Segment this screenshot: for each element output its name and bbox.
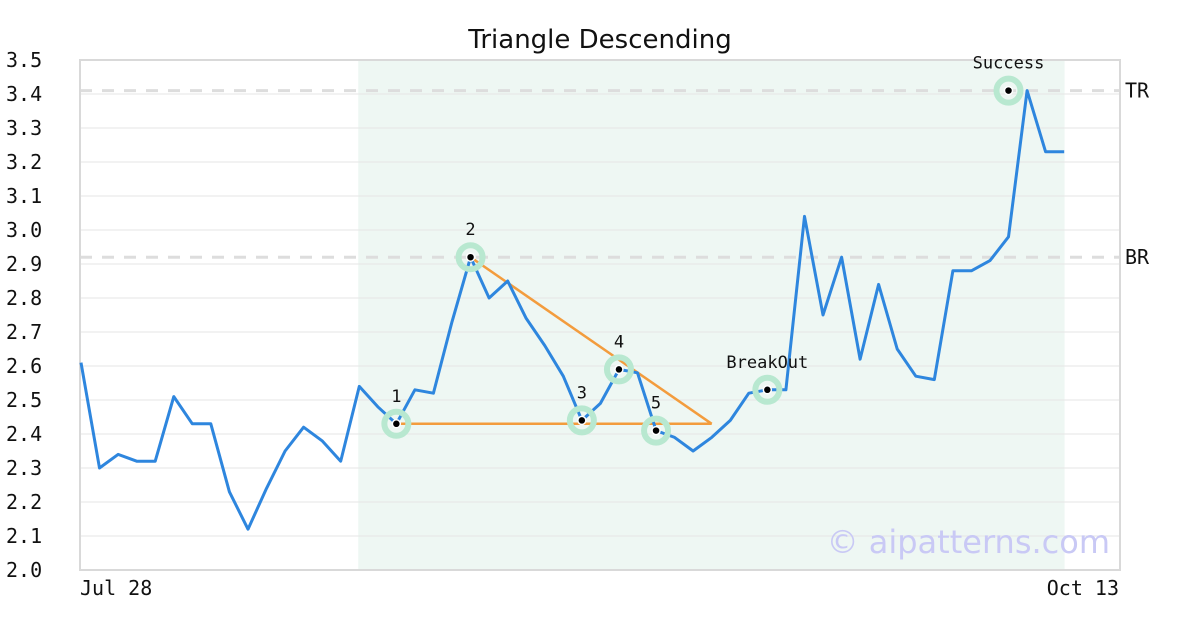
pattern-point-3: 3 — [566, 383, 597, 436]
point-dot — [1003, 85, 1014, 96]
y-tick-label: 2.8 — [6, 286, 42, 310]
x-tick-label: Oct 13 — [1047, 576, 1119, 600]
point-halo — [455, 242, 486, 273]
point-dot — [614, 364, 624, 375]
pattern-point-breakout: BreakOut — [726, 353, 808, 405]
point-label: 2 — [465, 220, 475, 240]
pattern-point-1: 1 — [381, 387, 412, 439]
y-tick-label: 2.1 — [6, 524, 42, 548]
pattern-point-2: 2 — [455, 220, 486, 273]
y-tick-label: 3.0 — [6, 218, 42, 242]
point-label: 1 — [391, 387, 401, 407]
point-halo — [993, 75, 1024, 106]
level-lines: TR BR — [80, 79, 1150, 269]
pattern-region — [358, 60, 1065, 570]
y-tick-label: 3.5 — [6, 48, 42, 72]
point-halo — [603, 354, 634, 385]
point-halo — [641, 415, 672, 446]
point-label: 5 — [651, 394, 661, 414]
point-label: 3 — [577, 383, 587, 403]
point-dot — [577, 415, 587, 426]
y-tick-label: 3.1 — [6, 184, 42, 208]
y-axis-ticks: 2.0 2.1 2.2 2.3 2.4 2.5 2.6 2.7 2.8 2.9 3.0 3.1 3.2 3… — [6, 48, 42, 582]
y-tick-label: 2.9 — [6, 252, 42, 276]
level-label-tr: TR — [1125, 79, 1150, 103]
y-tick-label: 2.2 — [6, 490, 42, 514]
y-tick-label: 2.0 — [6, 558, 42, 582]
point-halo — [752, 374, 783, 405]
y-tick-label: 3.4 — [6, 82, 42, 106]
point-dot — [465, 252, 476, 262]
point-halo — [381, 408, 412, 439]
point-halo — [566, 405, 597, 436]
y-tick-label: 2.5 — [6, 388, 42, 412]
pattern-point-5: 5 — [641, 394, 672, 446]
point-dot — [391, 419, 402, 429]
y-tick-label: 2.3 — [6, 456, 42, 480]
pattern-points: 1 2 3 4 5 BreakOut Success — [381, 54, 1045, 446]
level-label-br: BR — [1125, 245, 1150, 269]
point-dot — [762, 385, 773, 395]
y-tick-label: 2.6 — [6, 354, 42, 378]
point-label: BreakOut — [726, 353, 808, 373]
y-tick-label: 3.2 — [6, 150, 42, 174]
grid-lines — [80, 59, 1120, 571]
y-tick-label: 2.4 — [6, 422, 42, 446]
point-label: 4 — [614, 332, 624, 352]
y-tick-label: 2.7 — [6, 320, 42, 344]
pattern-point-success: Success — [973, 54, 1045, 106]
plot-frame — [79, 59, 1121, 571]
point-label: Success — [973, 54, 1045, 74]
price-series-line — [79, 89, 1065, 531]
watermark: © aipatterns.com — [827, 523, 1110, 561]
pattern-point-4: 4 — [603, 332, 634, 385]
x-axis-ticks: Jul 28 Oct 13 — [80, 576, 1119, 600]
x-tick-label: Jul 28 — [80, 576, 152, 600]
y-tick-label: 3.3 — [6, 116, 42, 140]
chart-title: Triangle Descending — [467, 25, 731, 55]
point-dot — [651, 425, 661, 436]
